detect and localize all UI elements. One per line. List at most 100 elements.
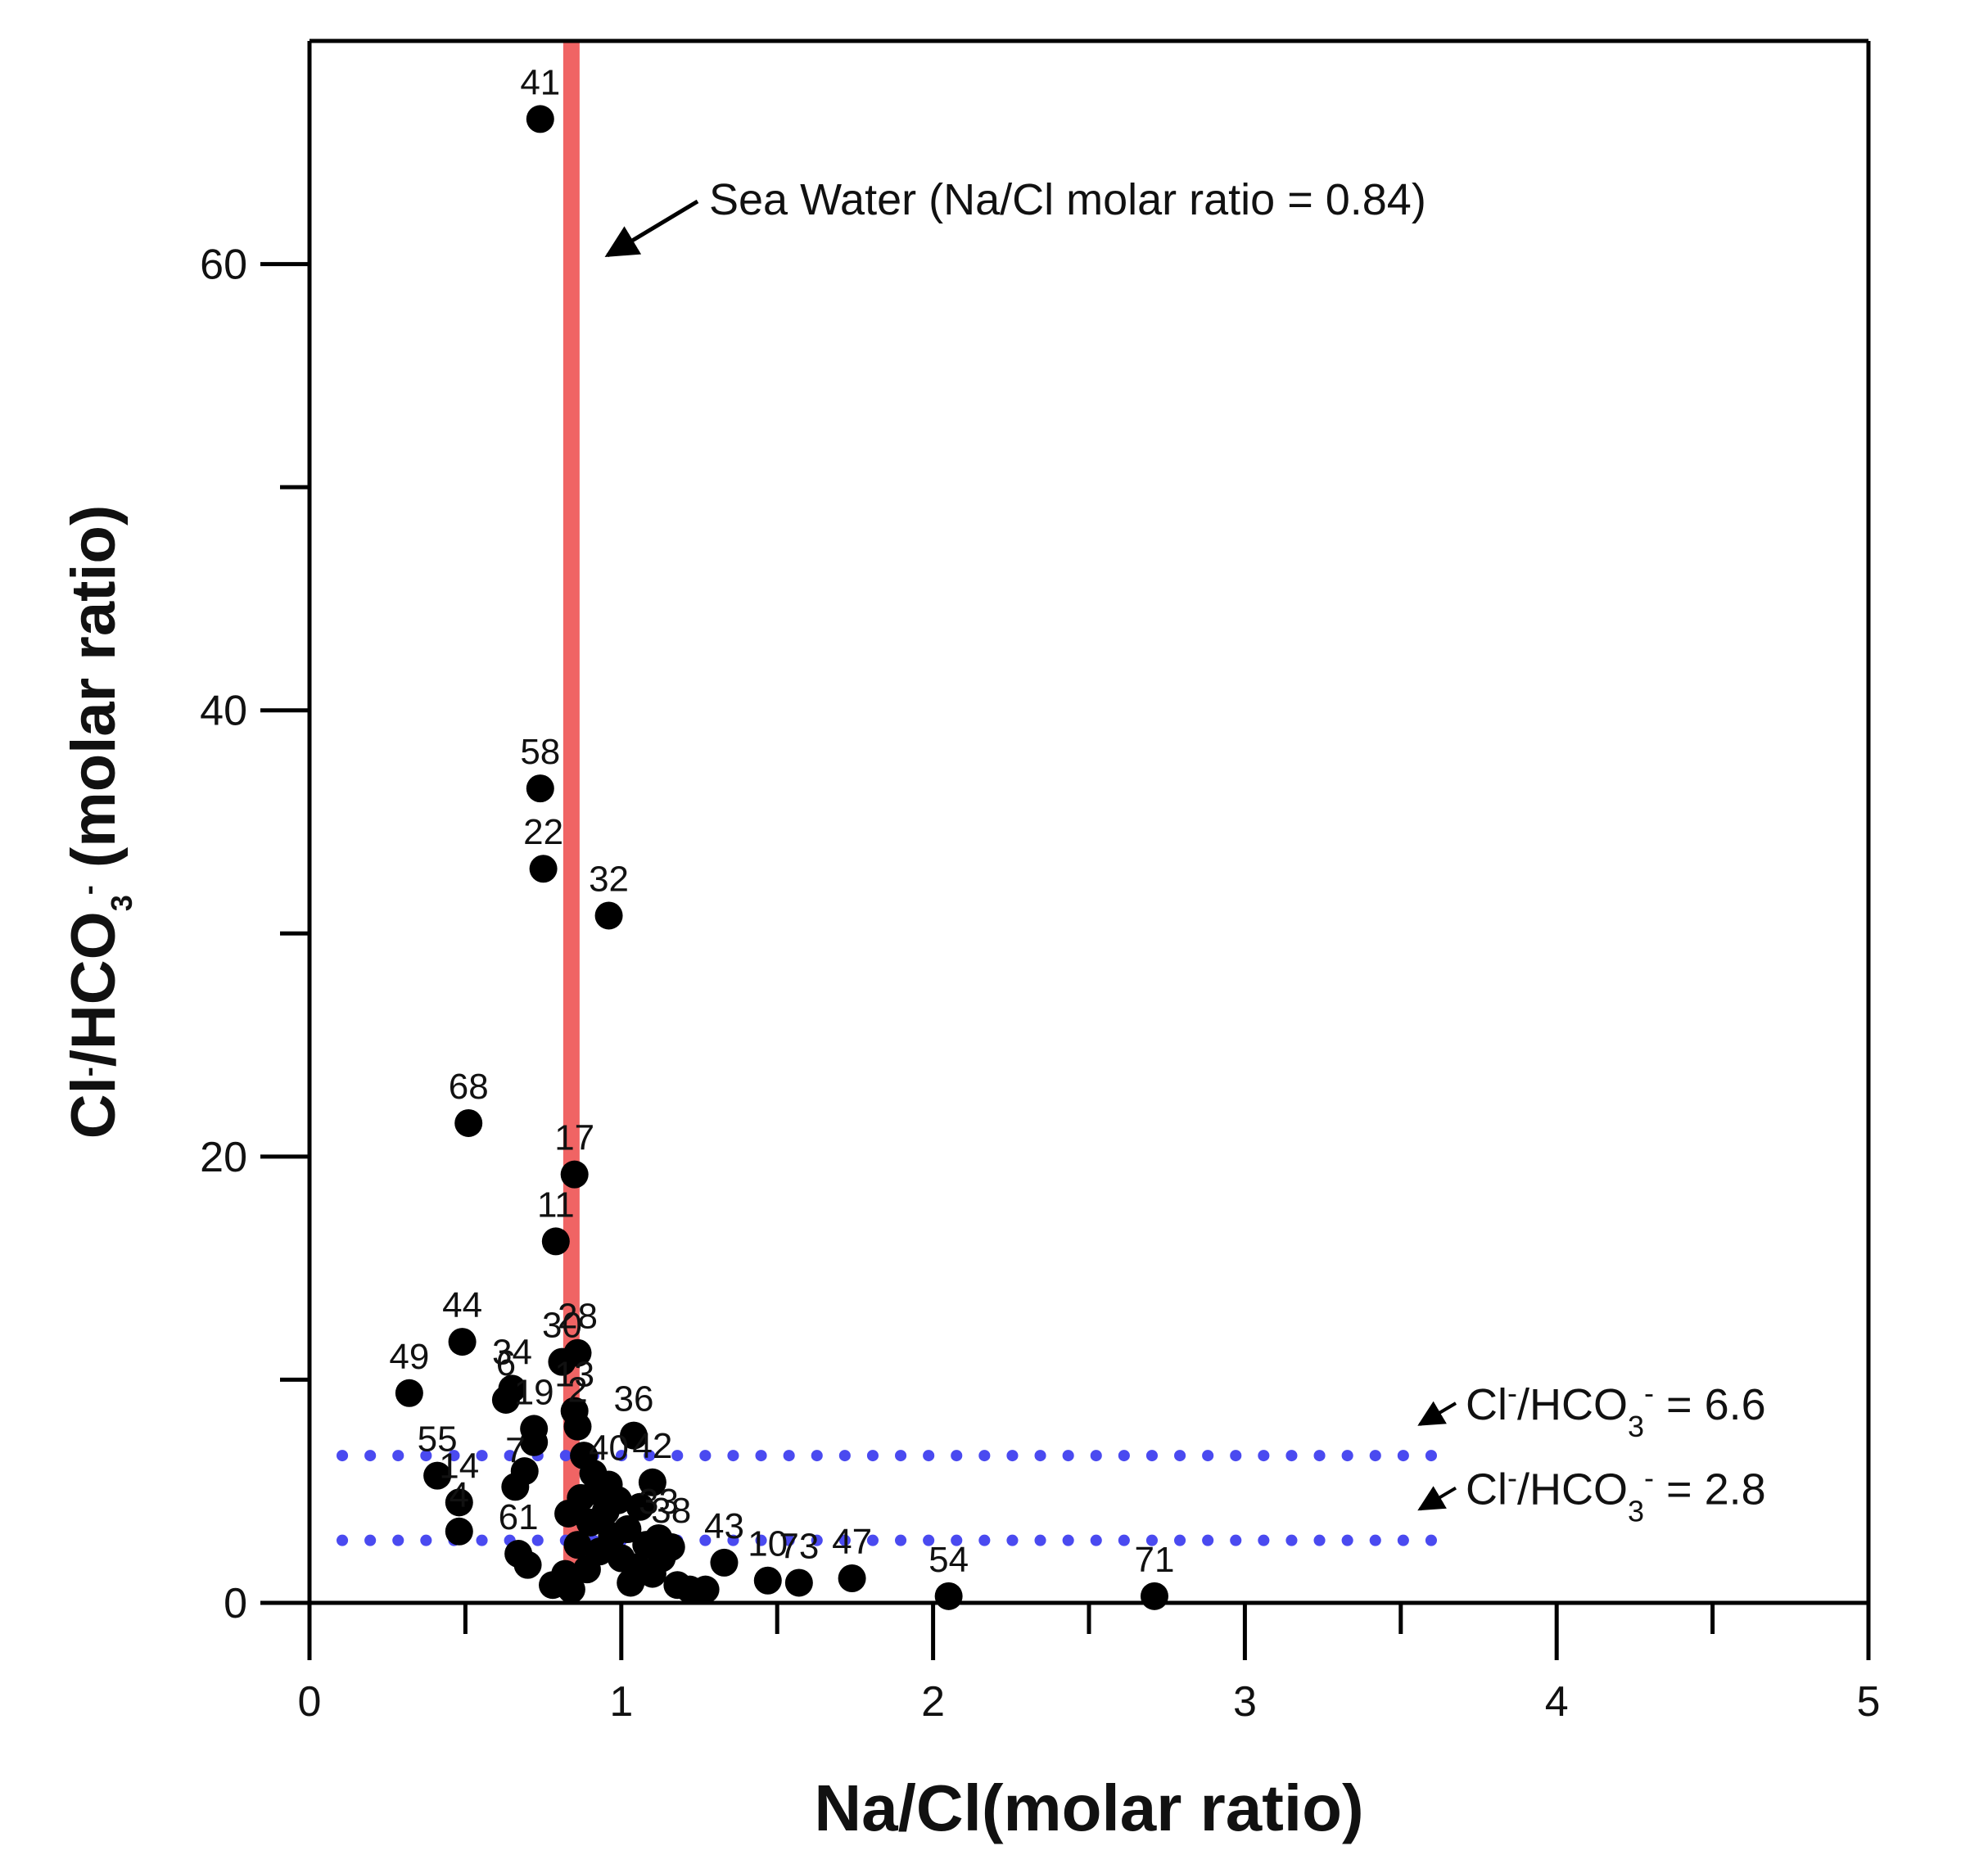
y-tick-label: 0 [224,1580,247,1627]
text-part: (molar ratio) [59,505,129,886]
data-point [838,1564,866,1593]
text-part: - [1644,1460,1654,1494]
point-label: 7 [505,1430,525,1470]
point-label: 73 [779,1526,819,1566]
data-point [594,901,623,930]
text-part: - [1507,1376,1517,1410]
data-point [579,1459,608,1487]
point-label: 19 [514,1372,554,1412]
data-point [620,1421,648,1450]
point-label: 40 [589,1428,629,1469]
text-part: /HCO [1517,1380,1628,1429]
data-point [784,1568,813,1597]
data-point [563,1531,592,1559]
text-part: - [1644,1376,1654,1410]
ratio-arrow-1 [1417,1486,1457,1511]
point-label: 17 [554,1118,594,1158]
x-axis-title: Na/Cl(molar ratio) [814,1771,1363,1844]
x-tick-label: 0 [298,1678,322,1726]
point-label: 30 [542,1306,582,1346]
point-label: 61 [499,1497,539,1537]
point-label: 58 [520,732,560,772]
data-point [548,1347,576,1376]
point-label: 4 [450,1475,469,1515]
data-point [491,1385,520,1414]
data-point [445,1517,473,1546]
data-point [691,1575,720,1604]
ratio-label-1: Cl-/HCO3- = 2.8 [1466,1460,1766,1528]
y-tick-label: 40 [200,688,247,735]
data-point [529,855,558,883]
y-axis-title: Cl-/HCO3- (molar ratio) [59,505,138,1140]
data-point [626,1492,654,1521]
data-point [423,1461,452,1490]
text-part: - [71,1067,105,1076]
point-label: 28 [558,1297,598,1337]
text-part: Cl [1466,1465,1507,1514]
data-point [554,1499,583,1528]
data-point [510,1457,539,1486]
text-part: = 2.8 [1654,1465,1766,1514]
point-label: 33 [639,1482,679,1522]
point-label: 32 [589,859,629,899]
point-label: 2 [567,1370,587,1410]
data-point [934,1582,963,1610]
data-point [563,1412,592,1441]
text-part: /HCO [1517,1465,1628,1514]
data-point [648,1544,676,1573]
y-tick-label: 20 [200,1134,247,1181]
point-label: 55 [418,1419,458,1460]
x-tick-label: 1 [609,1678,633,1726]
point-label: 10 [748,1524,788,1564]
point-label: 43 [704,1506,744,1546]
point-label: 41 [520,62,560,102]
data-point [520,1428,549,1456]
text-part: - [71,885,105,895]
data-point [1140,1582,1168,1610]
point-label: 14 [439,1446,479,1486]
x-tick-label: 5 [1857,1678,1881,1726]
point-label: 42 [632,1426,672,1466]
point-label: 34 [492,1332,532,1372]
point-label: 49 [389,1337,429,1377]
seawater-annotation: Sea Water (Na/Cl molar ratio = 0.84) [709,175,1426,224]
text-part: Cl [59,1076,129,1139]
text-part: 3 [105,895,138,911]
text-part: = 6.6 [1654,1380,1766,1429]
point-label: 13 [554,1355,594,1395]
text-part: 3 [1628,1494,1644,1528]
point-label: 38 [651,1491,691,1531]
text-part: /HCO [59,911,129,1067]
text-part: - [1507,1460,1517,1494]
data-point [557,1575,585,1604]
data-point [710,1548,739,1577]
x-tick-label: 2 [921,1678,945,1726]
point-label: 47 [832,1522,872,1562]
seawater-arrow [604,199,699,258]
point-label: 44 [442,1285,482,1325]
data-point [613,1515,642,1544]
data-point [448,1328,477,1356]
point-label: 68 [449,1067,489,1107]
point-label: 22 [523,812,563,852]
point-label: 54 [928,1540,969,1580]
data-point [526,774,554,803]
x-tick-label: 4 [1545,1678,1569,1726]
point-label: 6 [496,1343,516,1383]
data-point [560,1160,589,1189]
point-label: 36 [614,1379,654,1419]
data-point [638,1468,666,1496]
x-tick-label: 3 [1233,1678,1257,1726]
data-point [541,1227,570,1256]
data-point [445,1488,473,1517]
point-label: 11 [537,1185,575,1225]
data-point [526,105,554,133]
data-point [513,1550,542,1579]
data-point [454,1108,483,1137]
point-label: 71 [1134,1540,1174,1580]
ratio-arrow-0 [1417,1401,1457,1426]
data-point [603,1486,632,1514]
text-part: 3 [1628,1410,1644,1443]
data-point [753,1566,782,1595]
